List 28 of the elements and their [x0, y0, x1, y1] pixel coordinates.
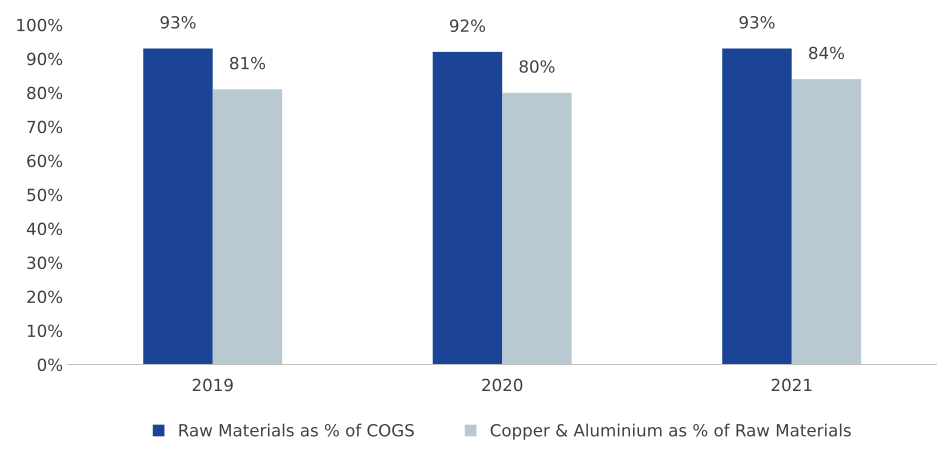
data-label: 80%: [520, 60, 555, 73]
y-tick-label: 100%: [17, 18, 62, 32]
y-tick-label: 10%: [28, 324, 62, 338]
data-label: 84%: [809, 46, 844, 60]
y-tick-label: 0%: [38, 358, 62, 372]
y-tick-label: 20%: [27, 290, 62, 304]
data-label: 81%: [230, 56, 266, 70]
y-tick-label: 50%: [27, 188, 62, 202]
y-tick-label: 60%: [27, 154, 62, 168]
bar: [143, 48, 213, 364]
x-tick-label: 2020: [482, 378, 522, 392]
legend-label: Raw Materials as % of COGS: [179, 424, 414, 437]
data-label: 93%: [160, 16, 196, 29]
bar: [212, 89, 282, 364]
y-tick-label: 30%: [27, 256, 62, 270]
data-label: 93%: [739, 16, 775, 29]
bar: [722, 48, 792, 364]
y-tick-label: 70%: [27, 120, 62, 134]
data-label: 92%: [450, 19, 486, 32]
x-tick-label: 2019: [192, 378, 233, 392]
y-tick-label: 90%: [27, 52, 62, 66]
x-tick-label: 2021: [772, 378, 812, 392]
legend-label: Copper & Aluminium as % of Raw Materials: [490, 424, 851, 440]
y-tick-label: 80%: [27, 86, 62, 100]
bar: [432, 52, 502, 364]
bar: [792, 79, 862, 364]
bar: [502, 92, 572, 364]
y-tick-label: 40%: [26, 222, 62, 236]
